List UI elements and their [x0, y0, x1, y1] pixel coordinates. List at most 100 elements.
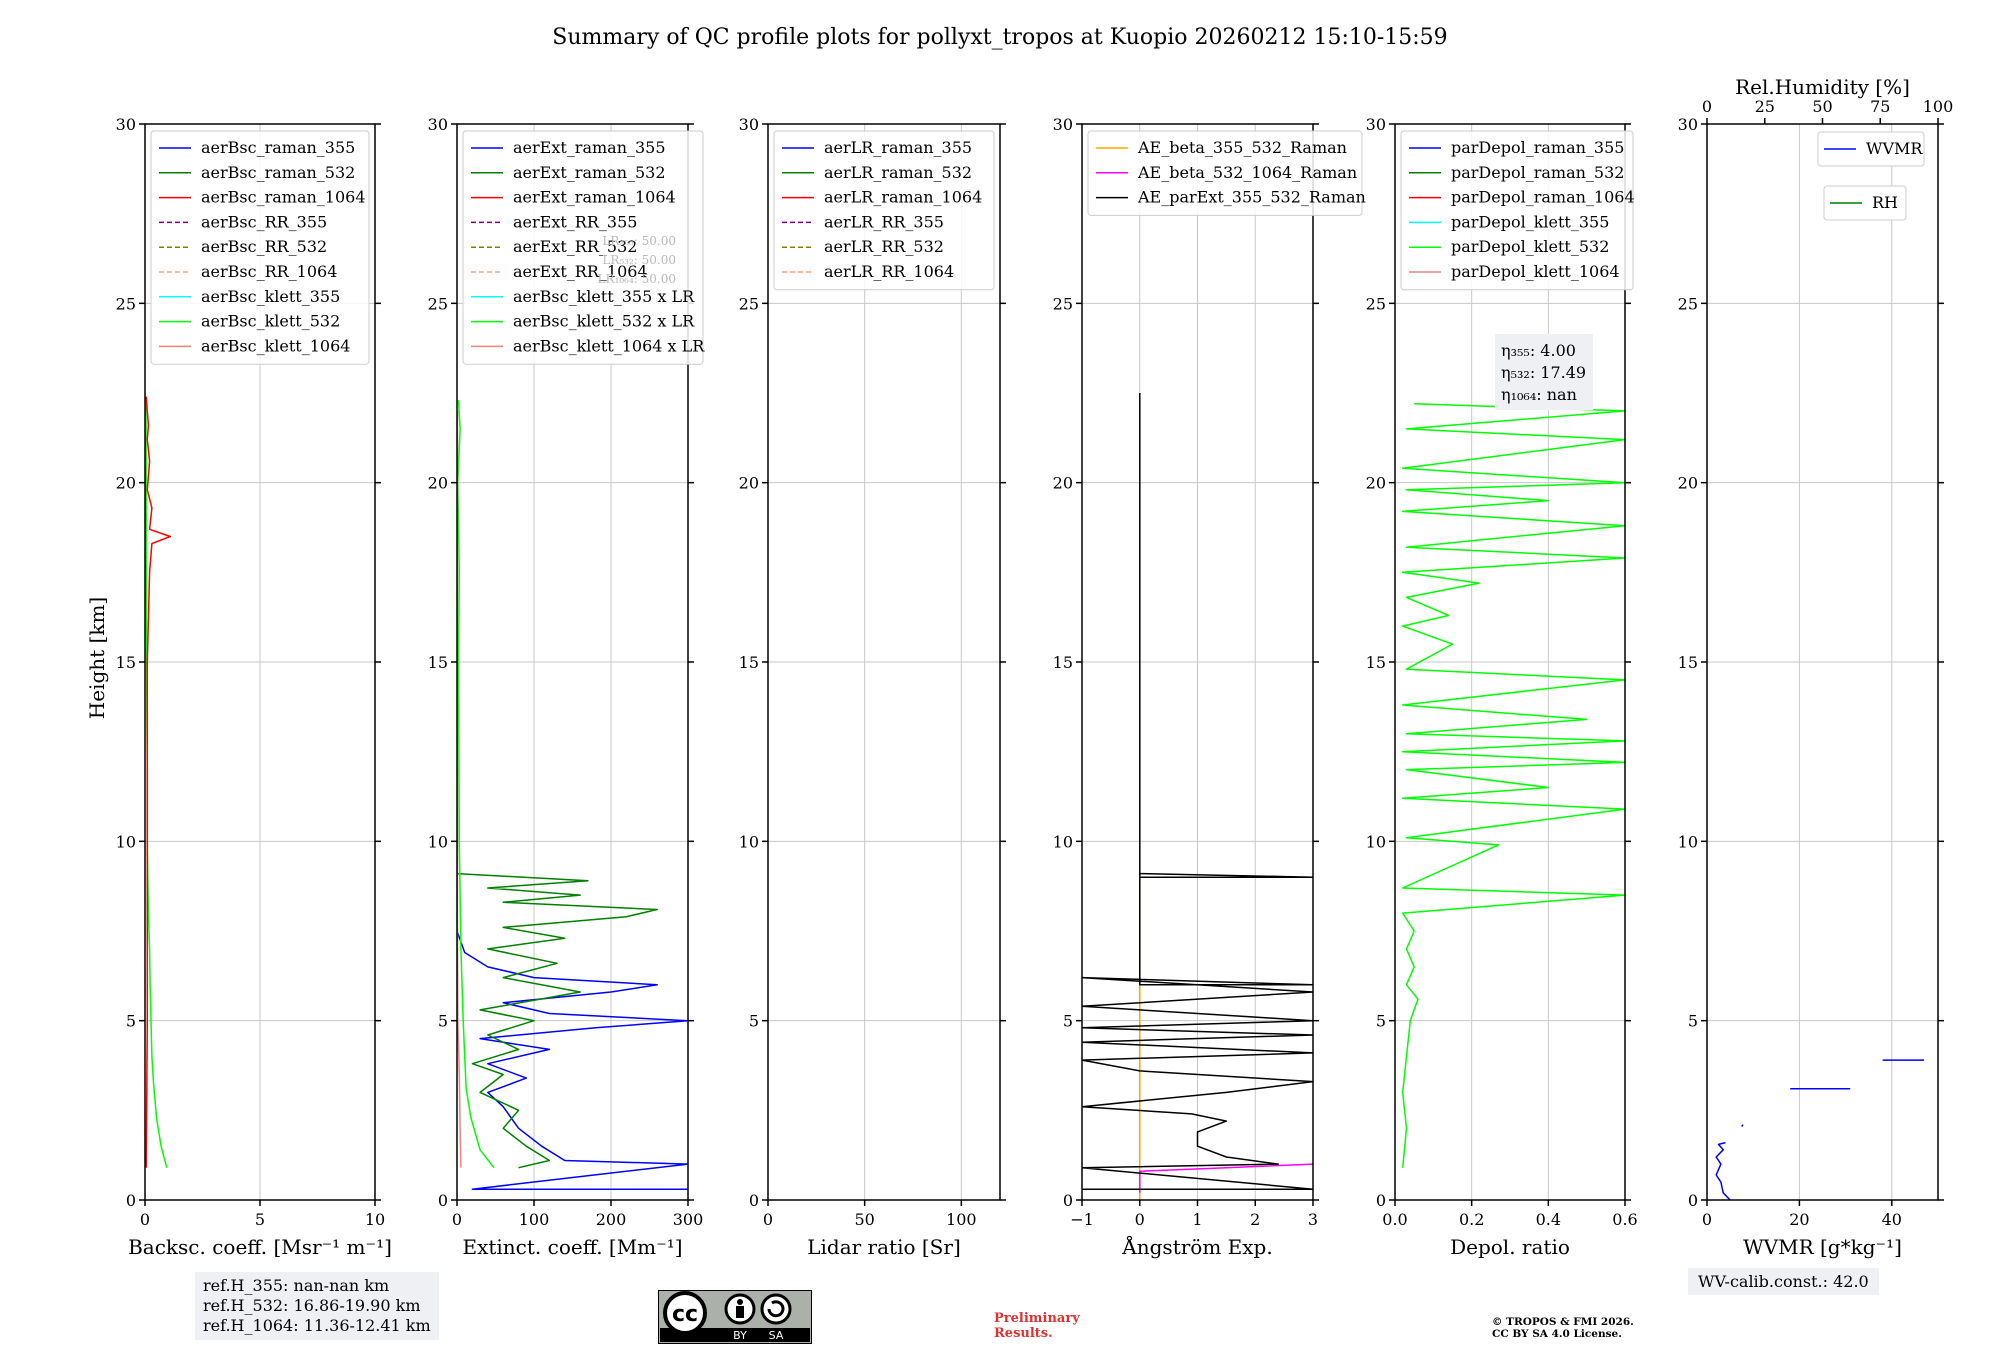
eta-label-1: η₅₃₂: 17.49	[1501, 363, 1586, 382]
y-tick-label-4: 20	[116, 474, 136, 493]
reference-height-box: ref.H_355: nan-nan km ref.H_532: 16.86-1…	[195, 1272, 439, 1340]
top-x-tick-label-3: 75	[1870, 97, 1890, 116]
y-tick-label-3: 15	[1366, 653, 1386, 672]
legend-label-4: aerBsc_RR_532	[201, 237, 327, 256]
legend-label-1: AE_beta_532_1064_Raman	[1137, 163, 1357, 182]
legend-label-1: aerBsc_raman_532	[201, 163, 355, 182]
eta-box	[1495, 334, 1593, 410]
legend-label-0: aerExt_raman_355	[513, 138, 666, 157]
y-tick-label-3: 15	[1053, 653, 1073, 672]
legend-box-0	[1817, 131, 1925, 167]
legend-label-0: aerBsc_raman_355	[201, 138, 355, 157]
eta-label-2: η₁₀₆₄: nan	[1501, 385, 1577, 404]
series-wvmr	[1715, 1141, 1731, 1200]
x-tick-label-1: 0	[1135, 1210, 1145, 1229]
preliminary-line1: Preliminary	[994, 1311, 1080, 1326]
y-tick-label-0: 0	[749, 1191, 759, 1210]
y-tick-label-2: 10	[116, 832, 136, 851]
legend-label-4: aerLR_RR_532	[824, 237, 944, 256]
figure-title: Summary of QC profile plots for pollyxt_…	[552, 25, 1447, 50]
legend-label-0: WVMR	[1866, 139, 1923, 158]
y-tick-label-3: 15	[739, 653, 759, 672]
legend-box-ae	[1087, 130, 1363, 216]
y-tick-label-2: 10	[1366, 832, 1386, 851]
x-tick-label-1: 0.2	[1459, 1210, 1484, 1229]
legend-label-2: parDepol_raman_1064	[1451, 188, 1635, 207]
y-tick-label-6: 30	[1678, 115, 1698, 134]
legend-label-0: AE_beta_355_532_Raman	[1137, 138, 1347, 157]
legend-ae: AE_beta_355_532_Raman AE_beta_532_1064_Ra…	[1087, 130, 1366, 216]
x-tick-label-2: 40	[1882, 1210, 1902, 1229]
x-axis-label-bsc: Backsc. coeff. [Msr⁻¹ m⁻¹]	[128, 1235, 392, 1259]
legend-label-4: parDepol_klett_532	[1451, 237, 1609, 256]
top-x-tick-label-0: 0	[1702, 97, 1712, 116]
series-aerbsc-raman-1064	[145, 396, 172, 1168]
legend-label-2: aerLR_raman_1064	[824, 188, 982, 207]
legend-label-1: aerLR_raman_532	[824, 163, 972, 182]
series-aerext-raman-532	[457, 859, 658, 1169]
legend-label-3: parDepol_klett_355	[1451, 212, 1609, 231]
x-tick-label-2: 10	[365, 1210, 385, 1229]
legend-label-6: aerBsc_klett_355 x LR	[513, 287, 695, 306]
copyright-note: © TROPOS & FMI 2026. CC BY SA 4.0 Licens…	[1492, 1316, 1634, 1340]
top-x-tick-label-2: 50	[1812, 97, 1832, 116]
y-tick-label-2: 10	[1053, 832, 1073, 851]
x-tick-label-2: 1	[1192, 1210, 1202, 1229]
series-pardepol-klett-532	[1401, 403, 1625, 1168]
series-group-ae	[1082, 393, 1313, 1200]
cc-by-label: BY	[733, 1329, 747, 1342]
legend-box-1	[1823, 185, 1907, 221]
legend-label-3: aerExt_RR_355	[513, 212, 637, 231]
y-tick-label-5: 25	[1366, 294, 1386, 313]
legend-box-lr	[773, 130, 995, 291]
y-tick-label-4: 20	[1053, 474, 1073, 493]
y-tick-label-5: 25	[1053, 294, 1073, 313]
y-tick-label-0: 0	[1063, 1191, 1073, 1210]
preliminary-note: Preliminary Results.	[994, 1311, 1080, 1341]
x-tick-label-0: 0.0	[1382, 1210, 1407, 1229]
legend-label-4: aerExt_RR_532	[513, 237, 637, 256]
panel-lr: 0 5 10 15 20 25 30 0 50 100 Lidar ratio [Sr] aerLR_…	[739, 115, 1006, 1259]
x-tick-label-4: 3	[1308, 1210, 1318, 1229]
y-tick-label-4: 20	[428, 474, 448, 493]
y-tick-label-0: 0	[1376, 1191, 1386, 1210]
y-tick-label-0: 0	[1688, 1191, 1698, 1210]
legend-ext: aerExt_raman_355 aerExt_raman_532 aerExt_r…	[462, 130, 705, 365]
wv-calib-box: WV-calib.const.: 42.0	[1688, 1268, 1879, 1295]
series-aerext-raman-355	[457, 930, 688, 1190]
legend-label-1: aerExt_raman_532	[513, 163, 666, 182]
x-tick-label-1: 20	[1789, 1210, 1809, 1229]
series-ae-beta-532-1064-raman	[1139, 1163, 1313, 1193]
y-tick-label-1: 5	[1063, 1012, 1073, 1031]
y-tick-label-6: 30	[116, 115, 136, 134]
x-axis-label-lr: Lidar ratio [Sr]	[807, 1235, 961, 1259]
ref-height-1064: ref.H_1064: 11.36-12.41 km	[203, 1316, 431, 1335]
copyright-line1: © TROPOS & FMI 2026.	[1492, 1316, 1634, 1328]
x-tick-label-3: 2	[1250, 1210, 1260, 1229]
legend-label-0: parDepol_raman_355	[1451, 138, 1624, 157]
legend-label-7: aerBsc_klett_532	[201, 312, 340, 331]
x-axis-label-wv: WVMR [g*kg⁻¹]	[1743, 1235, 1902, 1259]
x-tick-label-1: 5	[255, 1210, 265, 1229]
legend-label-2: aerExt_raman_1064	[513, 188, 676, 207]
x-tick-label-1: 100	[519, 1210, 550, 1229]
x-tick-label-2: 0.4	[1536, 1210, 1561, 1229]
panel-bsc: 0 5 10 15 20 25 30 0 5 10 Backsc. coeff. [Msr⁻¹ m⁻…	[116, 115, 392, 1259]
y-tick-label-6: 30	[739, 115, 759, 134]
legend-box-depol	[1400, 130, 1634, 291]
x-axis-label-ext: Extinct. coeff. [Mm⁻¹]	[462, 1235, 682, 1259]
series-group-wv	[1715, 1059, 1925, 1200]
series-group-depol	[1401, 403, 1625, 1168]
y-tick-label-4: 20	[1678, 474, 1698, 493]
series-wvmr-dot	[1741, 1124, 1744, 1127]
y-tick-label-1: 5	[126, 1012, 136, 1031]
y-tick-label-3: 15	[1678, 653, 1698, 672]
top-x-tick-label-4: 100	[1923, 97, 1954, 116]
x-tick-label-3: 300	[673, 1210, 704, 1229]
legend-label-5: aerBsc_RR_1064	[201, 262, 337, 281]
series-aerbsc-klett-532-x-lr	[457, 400, 495, 1169]
